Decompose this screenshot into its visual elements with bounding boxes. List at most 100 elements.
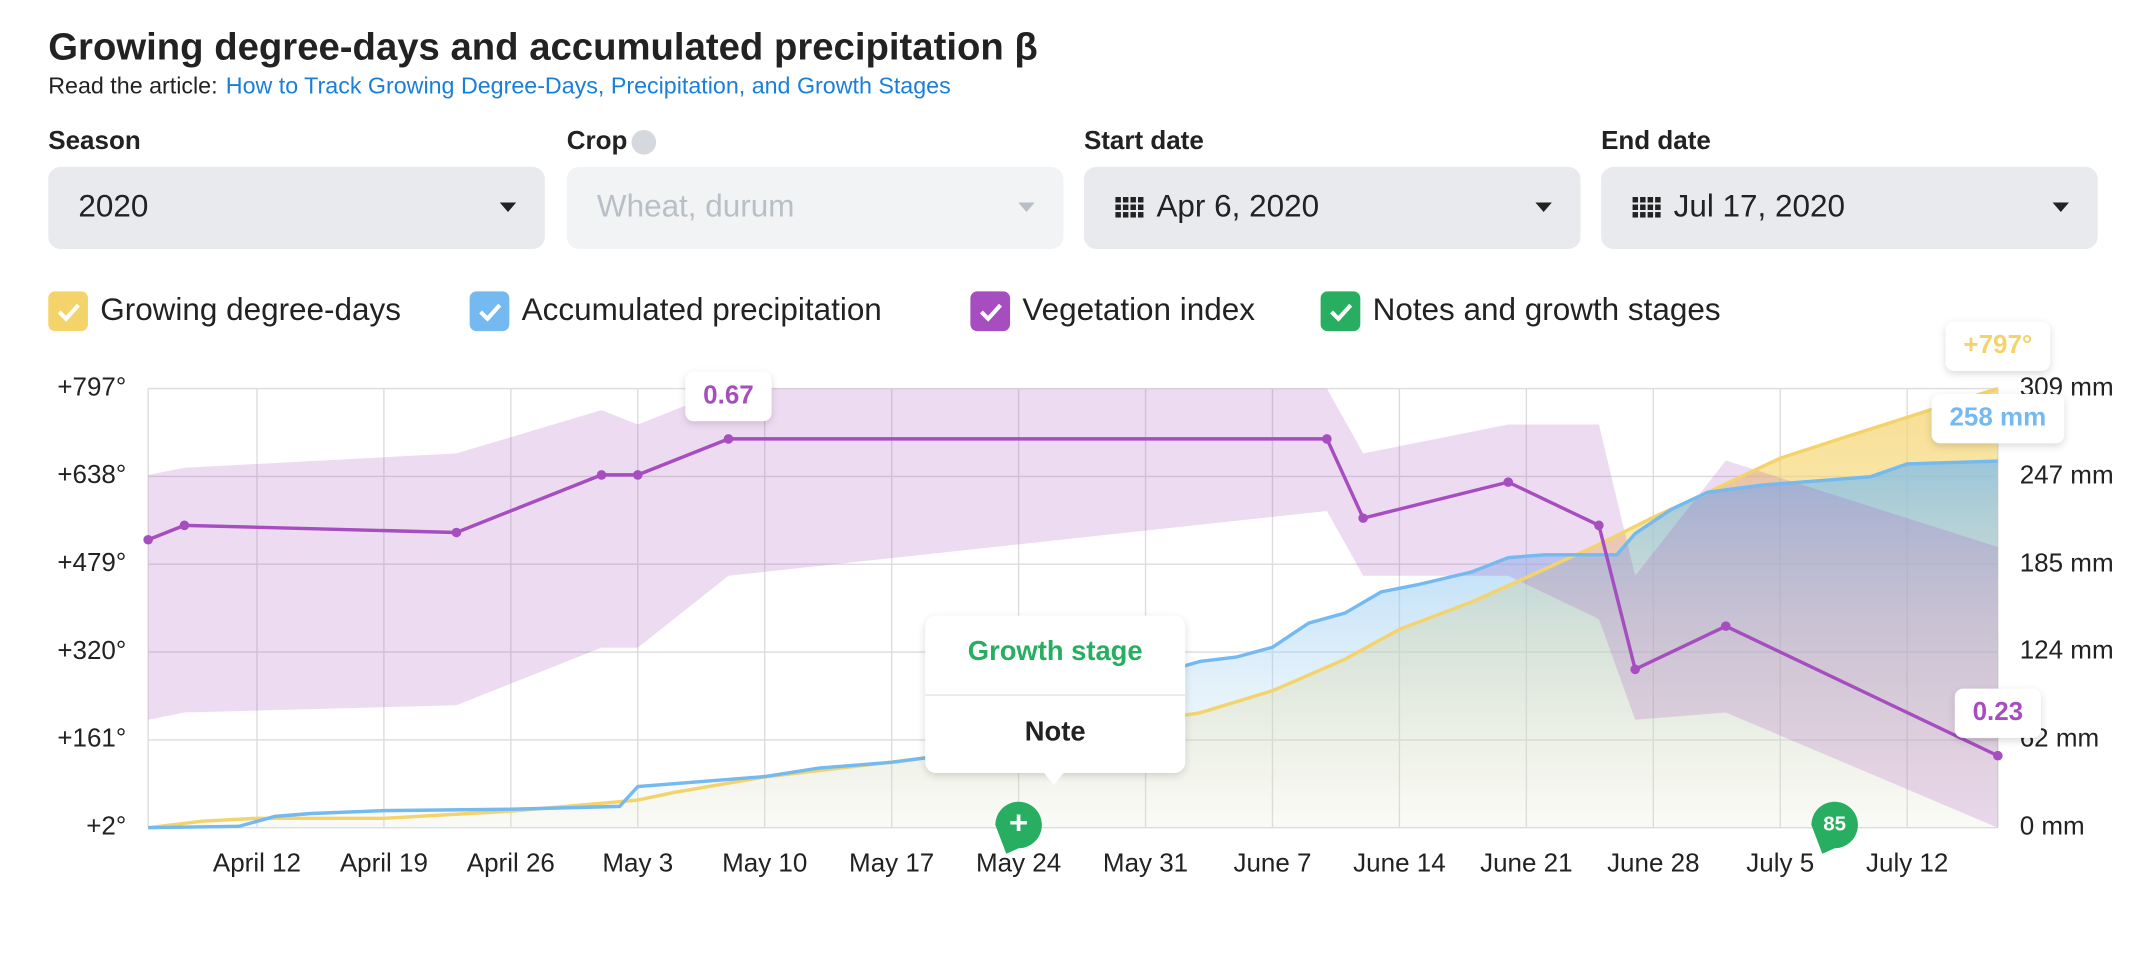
note-label: 85 <box>1823 812 1846 835</box>
title: Growing degree-days and accumulated prec… <box>48 25 1038 68</box>
calendar-icon <box>1647 197 1654 203</box>
dropdown-value: 2020 <box>78 188 148 223</box>
calendar-icon <box>1640 204 1646 211</box>
calendar-icon <box>1632 212 1639 218</box>
value-label-box <box>1931 393 2065 444</box>
check <box>57 303 80 322</box>
legend-checkbox[interactable] <box>48 291 88 332</box>
x-tick-label: July 12 <box>1866 848 1948 878</box>
y2-tick-label: 185 mm <box>2020 548 2114 578</box>
calendar-icon <box>1130 197 1136 203</box>
article-link[interactable]: How to Track Growing Degree-Days, Precip… <box>226 73 951 99</box>
x-tick-label: April 12 <box>213 848 301 878</box>
popup-item[interactable]: Note <box>1025 716 1086 747</box>
note-marker[interactable] <box>995 801 1042 854</box>
point <box>1322 434 1332 444</box>
line <box>148 459 1998 830</box>
filter-label: End date <box>1601 125 1711 155</box>
point <box>143 534 153 545</box>
calendar-icon <box>1655 212 1661 218</box>
filter-label: Start date <box>1084 125 1204 155</box>
point <box>632 470 643 480</box>
note-label: + <box>1009 804 1028 841</box>
x-tick-label: April 19 <box>340 848 428 878</box>
calendar-icon <box>1655 204 1661 211</box>
y-tick-label: +638° <box>57 459 126 489</box>
dropdown[interactable] <box>1083 166 1581 249</box>
y2-tick-label: 0 mm <box>2020 811 2085 841</box>
calendar-icon <box>1137 212 1144 218</box>
check <box>479 303 502 322</box>
y-tick-label: +161° <box>57 723 126 753</box>
legend-checkbox[interactable] <box>469 291 510 332</box>
calendar-icon <box>1137 204 1144 211</box>
x-tick-label: June 7 <box>1233 848 1311 878</box>
calendar-icon <box>1130 204 1136 211</box>
calendar-icon <box>1115 197 1121 203</box>
point <box>1503 477 1514 487</box>
value-label: 258 mm <box>1949 401 2046 431</box>
x-tick-label: July 5 <box>1746 848 1814 878</box>
x-tick-label: June 21 <box>1480 848 1572 878</box>
calendar-icon <box>1122 197 1129 203</box>
legend-label[interactable]: Vegetation index <box>1022 292 1255 327</box>
point <box>596 470 607 480</box>
x-tick-label: May 10 <box>722 848 807 878</box>
x-tick-label: May 17 <box>849 848 934 878</box>
x-tick-label: May 31 <box>1103 848 1188 878</box>
filter-label: Season <box>48 125 140 155</box>
caret <box>499 202 517 213</box>
y-tick-label: +479° <box>57 547 126 577</box>
legend-label[interactable]: Growing degree-days <box>100 292 401 327</box>
popup-pointer <box>1042 771 1065 786</box>
caret <box>1535 202 1552 213</box>
popup: Growth stage Note <box>925 615 1186 786</box>
x-tick-label: June 14 <box>1353 848 1445 878</box>
dropdown-value: Jul 17, 2020 <box>1674 188 1845 223</box>
calendar-icon <box>1640 197 1646 203</box>
calendar-icon <box>1632 197 1639 203</box>
point <box>179 520 190 531</box>
calendar-icon <box>1647 204 1654 211</box>
x-tick-label: June 28 <box>1607 848 1699 878</box>
calendar-icon <box>1632 204 1639 211</box>
calendar-icon <box>1115 212 1121 218</box>
dropdown-value: Apr 6, 2020 <box>1156 188 1319 223</box>
point <box>1630 664 1640 675</box>
y-tick-label: +320° <box>57 635 126 665</box>
x-tick-label: May 24 <box>976 848 1061 878</box>
y-tick-label: +2° <box>86 811 126 841</box>
note-marker[interactable] <box>1811 801 1858 854</box>
legend-label[interactable]: Accumulated precipitation <box>522 292 882 327</box>
point <box>723 434 734 444</box>
article-line: Read the article: How to Track Growing De… <box>48 73 950 99</box>
legend-checkbox[interactable] <box>970 291 1011 332</box>
y2-tick-label: 247 mm <box>2020 460 2114 490</box>
value-label: 0.23 <box>1973 696 2024 726</box>
popup-item[interactable]: Growth stage <box>968 635 1143 666</box>
point <box>1594 520 1604 531</box>
dropdown[interactable] <box>1601 166 2098 249</box>
point <box>451 527 462 538</box>
calendar-icon <box>1647 212 1654 218</box>
range-band <box>148 388 1998 828</box>
check <box>979 303 1003 322</box>
value-label-box <box>685 371 772 422</box>
toggles: Growing degree-days Accumulated precipita… <box>48 291 1721 332</box>
x-tick-label: May 3 <box>602 848 673 878</box>
calendar-icon <box>1122 212 1129 218</box>
calendar-icon <box>1115 204 1121 211</box>
help-icon <box>631 129 657 155</box>
legend-checkbox[interactable] <box>1320 291 1361 332</box>
dropdown[interactable] <box>48 166 545 249</box>
area <box>148 461 1998 828</box>
calendar-icon <box>1122 204 1129 211</box>
point <box>1721 621 1731 631</box>
legend-label[interactable]: Notes and growth stages <box>1373 292 1721 327</box>
y2-tick-label: 124 mm <box>2020 634 2114 664</box>
article-prefix: Read the article: <box>48 73 217 99</box>
y-tick-label: +797° <box>57 371 126 401</box>
